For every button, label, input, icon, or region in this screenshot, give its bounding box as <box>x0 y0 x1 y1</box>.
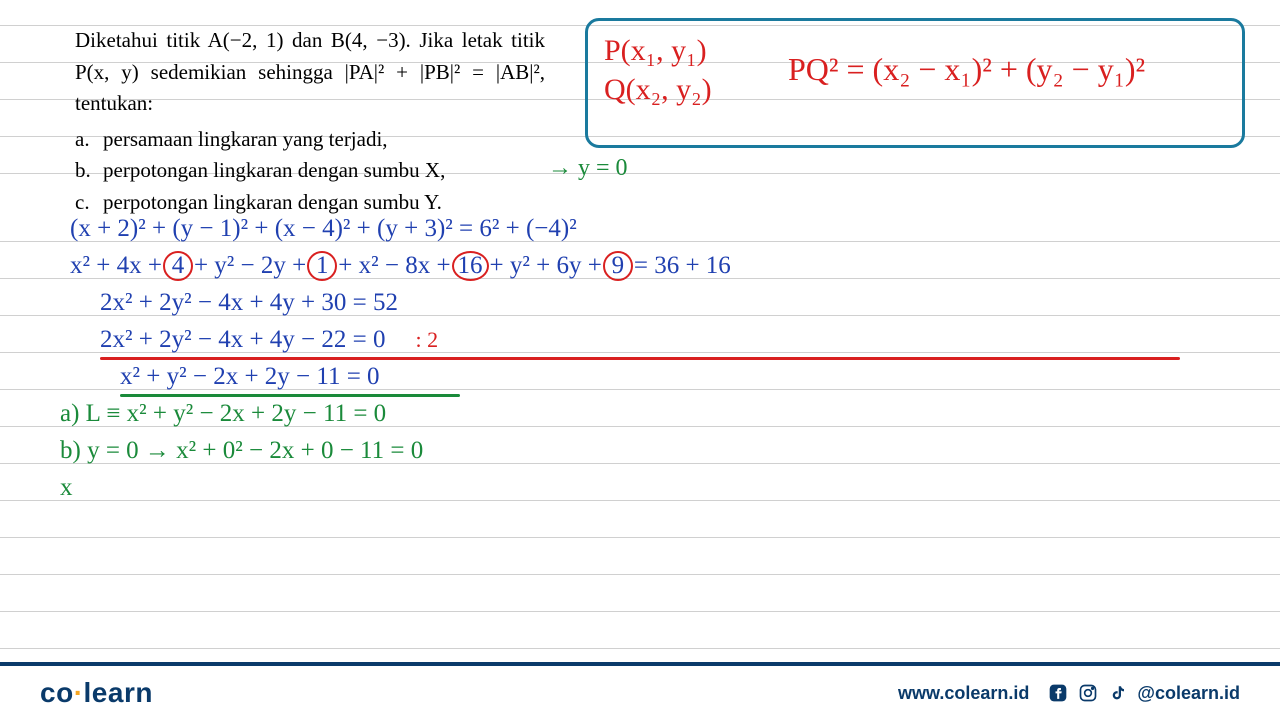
item-label: b. <box>75 155 103 187</box>
circled-number: 4 <box>163 251 193 281</box>
page: Diketahui titik A(−2, 1) dan B(4, −3). J… <box>0 0 1280 720</box>
work-line: 2x² + 2y² − 4x + 4y + 30 = 52 <box>60 284 1160 321</box>
problem-main: Diketahui titik A(−2, 1) dan B(4, −3). J… <box>75 25 545 120</box>
problem-item-a: a. persamaan lingkaran yang terjadi, <box>75 124 545 156</box>
footer-handle: @colearn.id <box>1137 683 1240 704</box>
work-line: x² + y² − 2x + 2y − 11 = 0 <box>60 358 1160 395</box>
formula-points: P(x₁, y₁) Q(x₂, y₂) <box>604 31 712 109</box>
formula-box: P(x₁, y₁) Q(x₂, y₂) PQ² = (x₂ − x₁)² + (… <box>585 18 1245 148</box>
handwritten-work: (x + 2)² + (y − 1)² + (x − 4)² + (y + 3)… <box>60 210 1160 506</box>
work-line: b) y = 0 → x² + 0² − 2x + 0 − 11 = 0 <box>60 432 1160 469</box>
logo-dot: · <box>74 677 84 708</box>
facebook-icon <box>1047 682 1069 704</box>
circled-number: 1 <box>307 251 337 281</box>
item-text: perpotongan lingkaran dengan sumbu X, <box>103 155 445 187</box>
annotation-y-zero: → y = 0 <box>548 155 628 182</box>
work-line: (x + 2)² + (y − 1)² + (x − 4)² + (y + 3)… <box>60 210 1160 247</box>
footer: co·learn www.colearn.id @colearn.id <box>0 662 1280 720</box>
problem-list: a. persamaan lingkaran yang terjadi, b. … <box>75 124 545 219</box>
distance-formula: PQ² = (x₂ − x₁)² + (y₂ − y₁)² <box>788 51 1145 88</box>
item-label: a. <box>75 124 103 156</box>
logo-learn: learn <box>84 677 153 708</box>
work-line: x² + 4x + 4 + y² − 2y + 1 + x² − 8x + 16… <box>60 247 1160 284</box>
work-line: 2x² + 2y² − 4x + 4y − 22 = 0: 2 <box>60 321 1160 358</box>
instagram-icon <box>1077 682 1099 704</box>
logo-co: co <box>40 677 74 708</box>
footer-right: www.colearn.id @colearn.id <box>898 682 1240 704</box>
tiktok-icon <box>1107 682 1129 704</box>
item-text: persamaan lingkaran yang terjadi, <box>103 124 388 156</box>
colearn-logo: co·learn <box>40 677 153 709</box>
circled-number: 16 <box>452 251 489 281</box>
circled-number: 9 <box>603 251 633 281</box>
social-icons: @colearn.id <box>1047 682 1240 704</box>
point-q: Q(x₂, y₂) <box>604 70 712 109</box>
footer-url: www.colearn.id <box>898 683 1029 704</box>
problem-text: Diketahui titik A(−2, 1) dan B(4, −3). J… <box>75 25 545 218</box>
problem-item-b: b. perpotongan lingkaran dengan sumbu X, <box>75 155 545 187</box>
point-p: P(x₁, y₁) <box>604 31 712 70</box>
work-line: x <box>60 469 1160 506</box>
divide-annotation: : 2 <box>416 327 439 353</box>
work-line: a) L ≡ x² + y² − 2x + 2y − 11 = 0 <box>60 395 1160 432</box>
